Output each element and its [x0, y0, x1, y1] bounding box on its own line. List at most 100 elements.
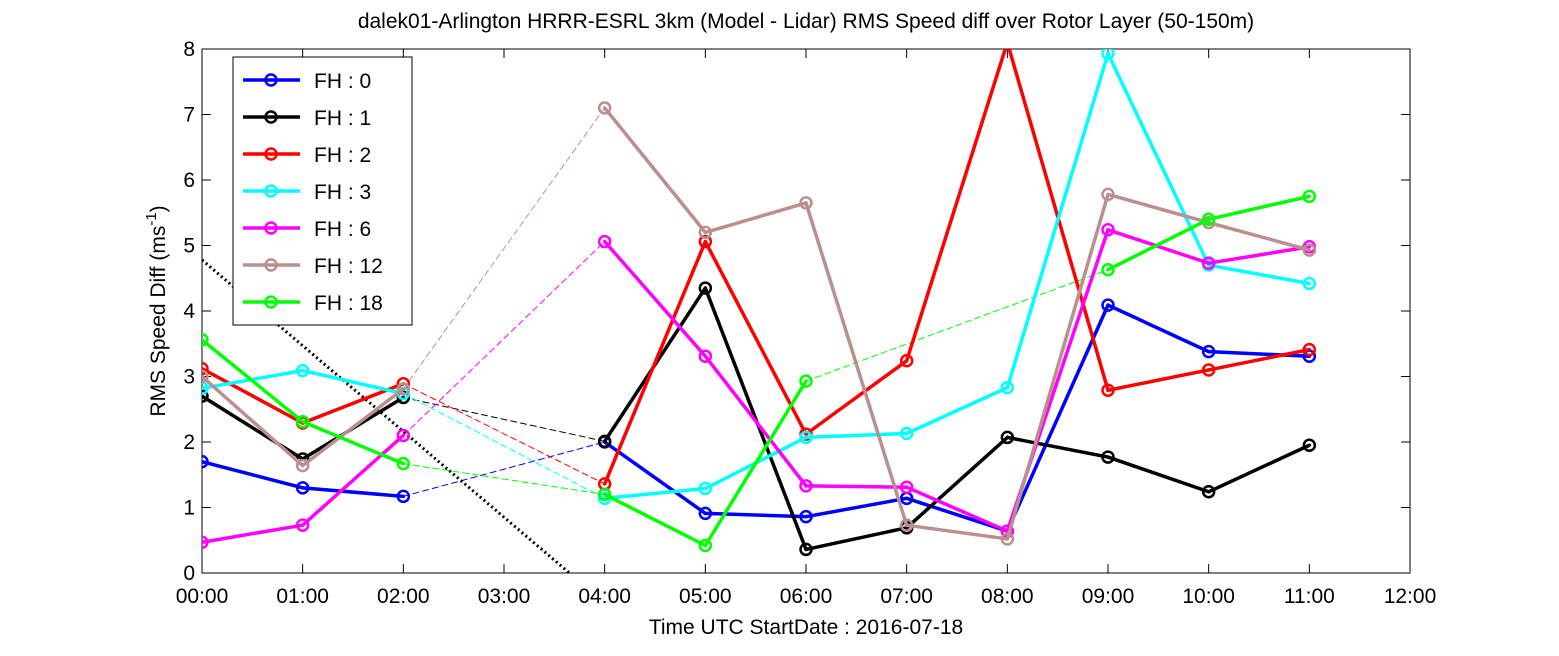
series-segment — [300, 419, 406, 466]
y-tick-label: 6 — [183, 169, 195, 192]
data-point — [1302, 342, 1317, 357]
legend-entry: FH : 2 — [243, 144, 371, 167]
series-fh-0 — [202, 298, 1317, 538]
y-tick-label: 1 — [183, 497, 195, 520]
data-point — [1201, 485, 1216, 499]
data-point — [799, 509, 813, 524]
x-tick-label: 10:00 — [1182, 585, 1235, 608]
series-segment — [1206, 220, 1312, 252]
legend-label: FH : 1 — [314, 107, 371, 130]
legend-entry: FH : 3 — [243, 181, 371, 204]
series-segment — [1206, 194, 1312, 222]
data-point — [202, 381, 209, 396]
series-segment — [202, 459, 305, 490]
data-point — [1201, 344, 1216, 359]
data-point — [295, 458, 310, 473]
series-segment — [202, 338, 305, 424]
series-segment — [300, 368, 406, 396]
svg-text:RMS Speed Diff (ms-1): RMS Speed Diff (ms-1) — [143, 205, 170, 416]
data-point — [1201, 212, 1216, 227]
data-point — [799, 430, 813, 445]
x-tick-label: 12:00 — [1384, 585, 1437, 608]
data-point — [396, 382, 411, 396]
legend-label: FH : 0 — [314, 70, 371, 93]
x-tick-label: 07:00 — [880, 585, 933, 608]
data-point — [1000, 380, 1015, 395]
series-segment — [300, 387, 406, 468]
series-segment — [804, 431, 909, 440]
legend-swatch-marker — [264, 258, 278, 272]
data-point — [799, 479, 813, 493]
x-tick-label: 09:00 — [1082, 585, 1135, 608]
series-segment — [1005, 303, 1110, 533]
series-segment — [1206, 245, 1312, 265]
series-segment — [602, 440, 708, 516]
series-segment — [804, 359, 909, 436]
series-segment — [703, 201, 808, 235]
series-segment — [804, 496, 909, 519]
series-gap-segment — [402, 241, 606, 436]
y-tick-label: 7 — [183, 104, 195, 127]
x-tick-label: 08:00 — [981, 585, 1034, 608]
series-segment — [703, 239, 808, 436]
series-gap-segment — [402, 396, 606, 442]
series-segment — [202, 374, 305, 468]
series-segment — [804, 484, 909, 489]
series-segment — [1005, 435, 1110, 459]
series-segment — [1106, 228, 1211, 265]
data-point — [597, 434, 612, 449]
y-tick-label: 8 — [183, 38, 195, 61]
series-segment — [1106, 455, 1211, 494]
legend-swatch-marker — [264, 110, 278, 124]
data-point — [1101, 450, 1115, 464]
data-point — [202, 333, 209, 347]
data-point — [1302, 438, 1317, 453]
y-tick-label: 5 — [183, 235, 195, 258]
legend-entry: FH : 6 — [243, 218, 371, 241]
series-segment — [904, 435, 1010, 530]
series-gap-segment — [402, 393, 606, 499]
data-point — [899, 518, 914, 532]
series-segment — [703, 511, 808, 519]
data-point — [799, 374, 813, 388]
series-segment — [1106, 368, 1211, 393]
data-point — [295, 481, 310, 495]
x-tick-label: 01:00 — [276, 585, 329, 608]
series-segment — [904, 485, 1010, 533]
series-segment — [1106, 303, 1211, 354]
series-segment — [602, 239, 708, 486]
legend-entry: FH : 12 — [243, 255, 383, 278]
data-point — [698, 506, 713, 521]
x-tick-label: 05:00 — [679, 585, 732, 608]
data-point — [899, 354, 914, 368]
series-segment — [804, 201, 909, 527]
x-tick-label: 06:00 — [780, 585, 833, 608]
data-point — [202, 369, 209, 384]
y-tick-label: 2 — [183, 431, 195, 454]
data-point — [698, 538, 713, 553]
data-point — [295, 518, 310, 532]
data-point — [698, 234, 713, 249]
legend-label: FH : 6 — [314, 218, 371, 241]
series-gap-segment — [402, 383, 606, 485]
series-segment — [703, 354, 808, 488]
data-point — [698, 281, 713, 295]
series-gap-segment — [402, 107, 606, 390]
series-fh-3 — [202, 49, 1317, 506]
series-segment — [1005, 192, 1110, 541]
data-point — [295, 363, 310, 378]
legend-label: FH : 12 — [314, 255, 383, 278]
legend-swatch-marker — [264, 221, 278, 235]
series-segment — [202, 366, 305, 425]
data-point — [202, 361, 209, 376]
series-segment — [202, 523, 305, 544]
series-segment — [1206, 347, 1312, 372]
series-segment — [602, 106, 708, 235]
series-segment — [804, 526, 909, 552]
series-segment — [1106, 217, 1211, 272]
series-gap-segment — [402, 463, 606, 495]
legend-swatch-marker — [264, 184, 278, 198]
series-segment — [904, 49, 1008, 363]
y-axis-label-main: RMS Speed Diff (ms — [147, 226, 170, 417]
